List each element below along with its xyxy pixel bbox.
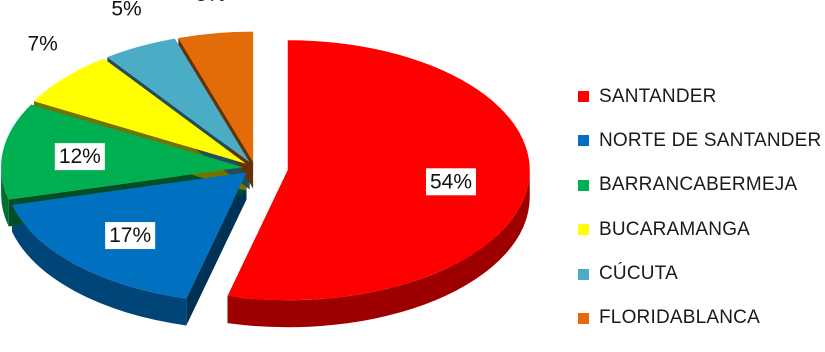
pie-slice-5 [178, 31, 254, 162]
pie-slice-2 [1, 104, 244, 200]
data-label-box [105, 222, 156, 250]
data-label-box [54, 143, 105, 171]
legend-item: CÚCUTA [578, 263, 821, 285]
data-label: 12% [59, 145, 101, 168]
legend-label: SANTANDER [599, 85, 717, 107]
data-label: 54% [430, 170, 472, 193]
legend-label: BARRANCABERMEJA [599, 174, 798, 196]
legend-swatch [578, 268, 589, 280]
legend-item: SANTANDER [578, 86, 821, 107]
legend-item: BUCARAMANGA [578, 219, 821, 240]
data-label: 5% [196, 0, 226, 6]
slice-labels: 54% 17% 12% 7% 5% 5% [28, 0, 477, 250]
legend-swatch [578, 179, 589, 191]
legend-swatch [578, 135, 589, 147]
data-label: 5% [111, 0, 141, 21]
legend-item: NORTE DE SANTANDER [578, 130, 821, 151]
legend-label: CÚCUTA [599, 263, 678, 285]
legend-swatch [578, 312, 589, 324]
slice-rim [12, 204, 187, 326]
data-label: 17% [109, 224, 151, 247]
slice-rim [227, 170, 530, 328]
data-label: 7% [28, 32, 58, 55]
legend-label: NORTE DE SANTANDER [599, 129, 822, 151]
legend-swatch [578, 91, 589, 102]
slice-wall [186, 172, 247, 326]
pie-chart: 54% 17% 12% 7% 5% 5% [1, 0, 530, 328]
legend-swatch [578, 224, 589, 236]
legend-item: BARRANCABERMEJA [578, 174, 821, 196]
chart-legend: SANTANDER NORTE DE SANTANDER BARRANCABER… [578, 86, 821, 352]
pie-slice-4 [107, 38, 250, 163]
pie-slice-3 [33, 58, 246, 164]
legend-label: BUCARAMANGA [599, 218, 751, 240]
slice-rim [1, 167, 9, 227]
pie-slice-0 [227, 40, 530, 301]
data-label-box [425, 168, 477, 196]
legend-label: FLORIDABLANCA [599, 307, 760, 329]
legend-item: FLORIDABLANCA [578, 307, 821, 329]
